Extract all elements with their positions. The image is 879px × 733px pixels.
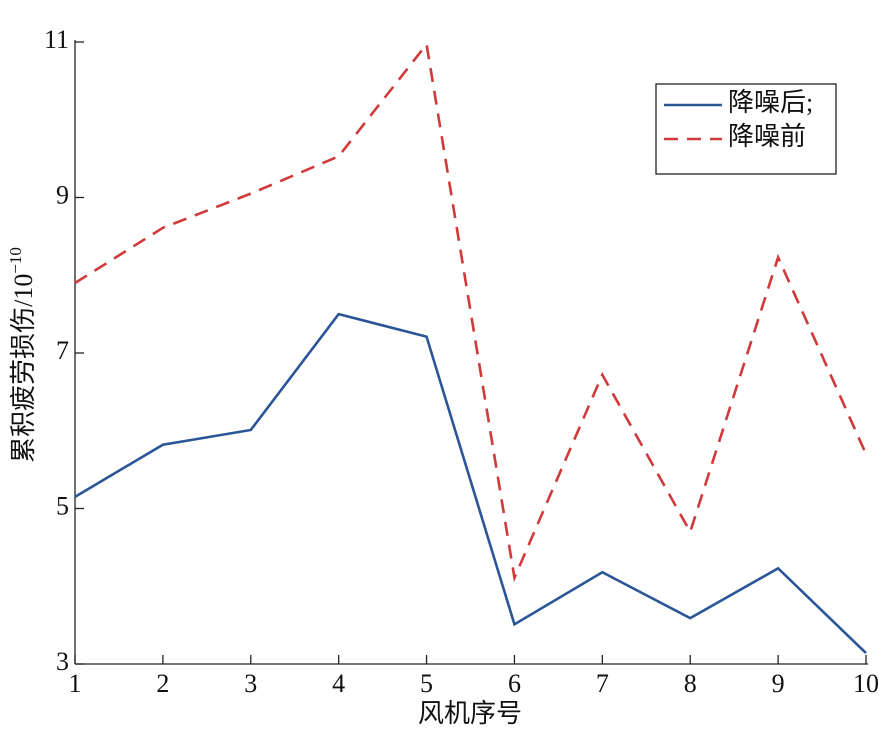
- y-tick-label: 7: [56, 336, 69, 365]
- y-tick-label: 3: [56, 647, 69, 676]
- series-line: [74, 41, 868, 583]
- y-tick-label: 11: [44, 25, 69, 54]
- x-tick-label: 8: [684, 669, 697, 698]
- series-line: [74, 312, 867, 655]
- legend-box: [655, 83, 837, 175]
- x-tick-label: 3: [244, 669, 257, 698]
- y-tick-label: 5: [56, 491, 69, 520]
- y-axis-label-exponent: −10: [6, 247, 25, 274]
- x-tick-label: 7: [596, 669, 609, 698]
- legend: 降噪后; 降噪前: [655, 83, 837, 175]
- x-tick-label: 5: [420, 669, 433, 698]
- y-axis-label: 累积疲劳损伤/10−10: [6, 247, 38, 463]
- y-tick-label: 9: [56, 180, 69, 209]
- legend-label: 降噪前: [728, 122, 806, 151]
- x-tick-label: 4: [332, 669, 345, 698]
- x-tick-label: 2: [156, 669, 169, 698]
- x-tick-label: 9: [772, 669, 785, 698]
- legend-label: 降噪后;: [728, 88, 813, 117]
- x-axis-label: 风机序号: [418, 699, 522, 728]
- x-tick-label: 1: [69, 669, 82, 698]
- x-tick-label: 10: [853, 669, 879, 698]
- y-axis-label-main: 累积疲劳损伤/10: [9, 274, 38, 463]
- x-tick-label: 6: [508, 669, 521, 698]
